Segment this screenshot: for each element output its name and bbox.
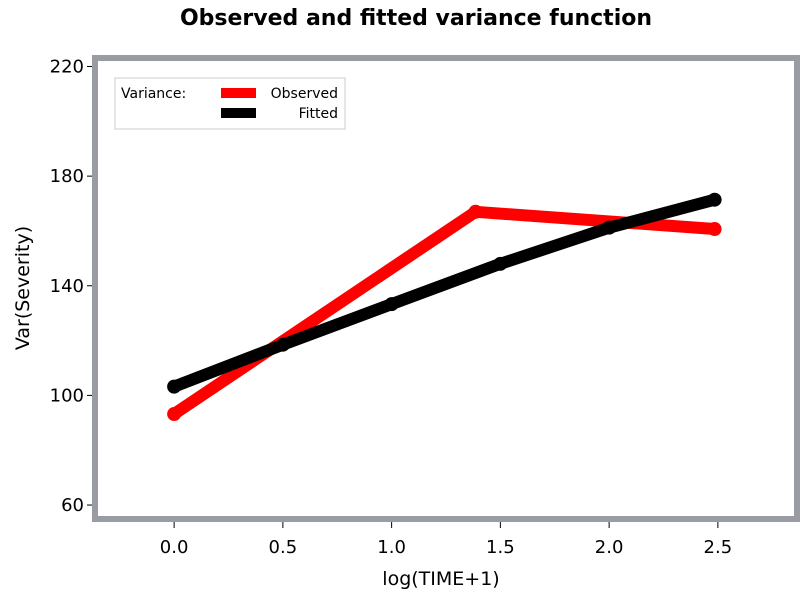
y-tick-label: 220 <box>50 56 84 77</box>
legend-box <box>114 77 346 130</box>
fitted-data-point <box>167 379 182 394</box>
x-tick-label: 2.5 <box>704 537 733 558</box>
observed-data-point <box>167 407 182 422</box>
fitted-data-point <box>602 220 617 235</box>
x-tick-label: 0.5 <box>269 537 298 558</box>
chart-title: Observed and fitted variance function <box>180 6 652 31</box>
y-tick-label: 60 <box>61 495 84 516</box>
observed-legend-label: Observed <box>271 86 338 102</box>
y-tick-label: 180 <box>50 166 84 187</box>
y-tick-label: 140 <box>50 276 84 297</box>
fitted-series-line <box>168 193 721 393</box>
y-tick-label: 100 <box>50 385 84 406</box>
observed-data-point <box>468 204 483 219</box>
fitted-data-point <box>275 337 290 352</box>
y-axis-label: Var(Severity) <box>12 226 34 350</box>
fitted-data-point <box>707 192 722 207</box>
x-axis-label: log(TIME+1) <box>382 568 499 590</box>
x-tick-label: 1.0 <box>377 537 406 558</box>
fitted-legend-label: Fitted <box>299 106 338 122</box>
x-tick-label: 2.0 <box>595 537 624 558</box>
series-layer <box>167 192 722 422</box>
legend: Variance: Observed Fitted <box>114 77 346 130</box>
x-tick-label: 1.5 <box>486 537 515 558</box>
legend-title: Variance: <box>121 86 186 102</box>
y-axis: 60 100 140 180 220 <box>50 56 92 516</box>
observed-data-point <box>707 222 722 237</box>
fitted-data-point <box>384 297 399 312</box>
x-axis: 0.0 0.5 1.0 1.5 2.0 2.5 <box>160 522 732 558</box>
x-tick-label: 0.0 <box>160 537 189 558</box>
fitted-data-point <box>493 256 508 271</box>
